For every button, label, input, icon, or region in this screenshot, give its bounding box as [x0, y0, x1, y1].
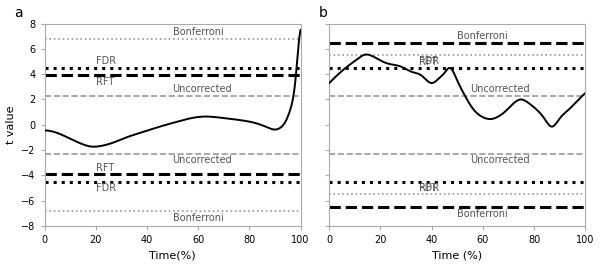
Text: Bonferroni: Bonferroni [457, 209, 508, 219]
Text: RFT: RFT [96, 77, 114, 87]
X-axis label: Time(%): Time(%) [149, 251, 196, 260]
Text: FDR: FDR [96, 183, 116, 193]
Text: Uncorrected: Uncorrected [173, 155, 232, 165]
Text: Bonferroni: Bonferroni [457, 31, 508, 41]
Text: Uncorrected: Uncorrected [173, 84, 232, 94]
Text: Bonferroni: Bonferroni [173, 213, 223, 223]
Text: b: b [319, 6, 328, 20]
Text: Uncorrected: Uncorrected [470, 155, 530, 165]
Text: Bonferroni: Bonferroni [173, 27, 223, 37]
Text: RFT: RFT [419, 57, 437, 67]
Text: FDR: FDR [96, 56, 116, 66]
Text: RFT: RFT [96, 163, 114, 173]
Text: FDR: FDR [419, 56, 439, 66]
Text: Uncorrected: Uncorrected [470, 84, 530, 94]
Y-axis label: t value: t value [5, 106, 16, 144]
Text: a: a [14, 6, 22, 20]
Text: RFT: RFT [419, 183, 437, 193]
Text: FDR: FDR [419, 183, 439, 193]
X-axis label: Time (%): Time (%) [432, 251, 482, 260]
